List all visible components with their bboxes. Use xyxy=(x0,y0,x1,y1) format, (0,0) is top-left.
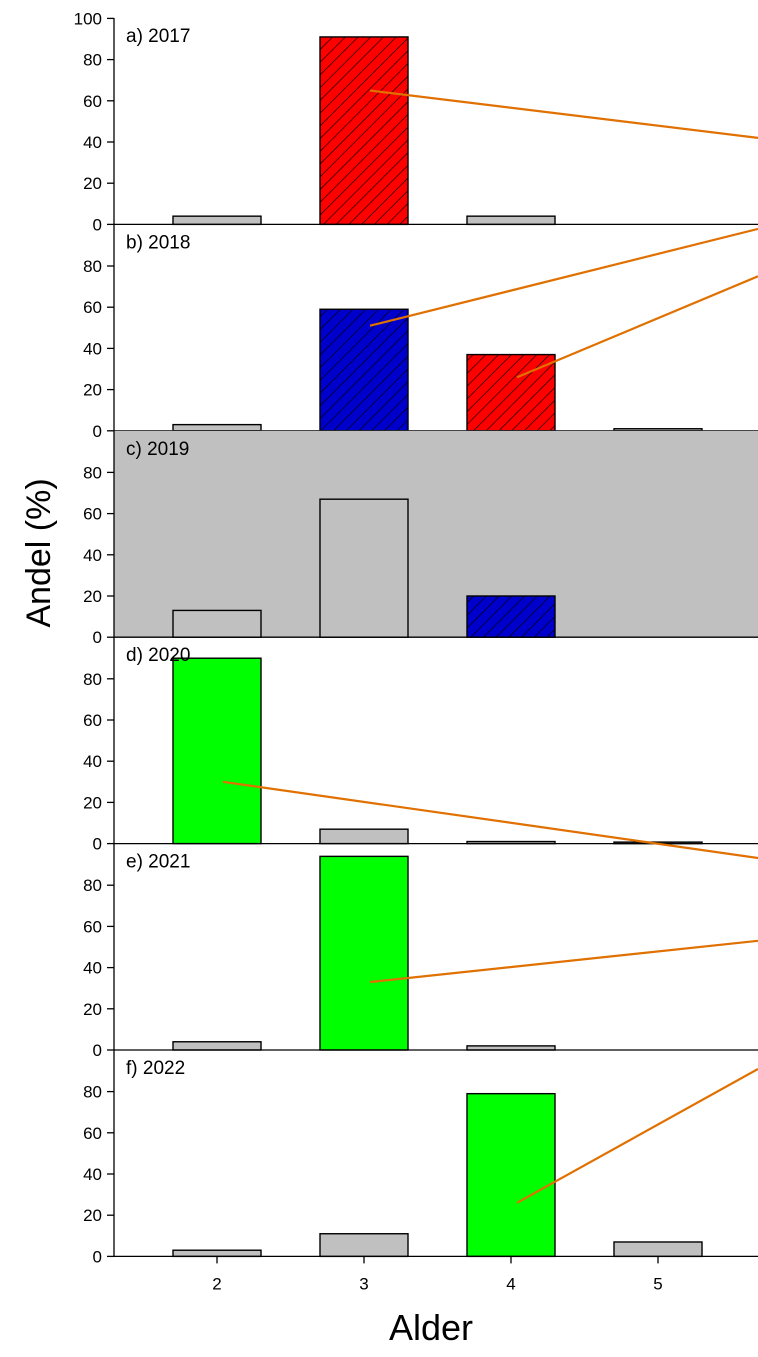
y-tick-label: 20 xyxy=(83,381,102,400)
y-tick-label: 80 xyxy=(83,876,102,895)
y-axis-title: Andel (%) xyxy=(20,478,58,627)
panel-4: d) 2020 0 20 40 60 80 xyxy=(83,645,758,854)
panel-6: f) 2022 0 20 40 60 80 xyxy=(83,1058,758,1266)
bar-age-2 xyxy=(173,1041,261,1050)
panel-label: b) 2018 xyxy=(126,232,190,253)
x-axis-title: Alder xyxy=(389,1307,473,1348)
y-tick-label: 0 xyxy=(93,215,102,234)
connector-line-6 xyxy=(516,1067,758,1204)
y-tick-label: 80 xyxy=(83,1083,102,1102)
bar-age-4 xyxy=(467,1045,555,1050)
y-tick-label: 20 xyxy=(83,174,102,193)
panel-label: c) 2019 xyxy=(126,439,189,460)
bar-age-2 xyxy=(173,658,261,844)
bar-age-3 xyxy=(320,499,408,638)
bar-age-5 xyxy=(614,428,702,431)
y-tick-label: 0 xyxy=(93,835,102,854)
connector-line-2 xyxy=(369,227,758,327)
y-tick-label: 60 xyxy=(83,1124,102,1143)
y-tick-label: 80 xyxy=(83,463,102,482)
x-tick-label: 3 xyxy=(359,1274,368,1293)
bar-age-2 xyxy=(173,1250,261,1257)
bar-age-2 xyxy=(173,216,261,225)
y-tick-label: 0 xyxy=(93,628,102,647)
panel-label: f) 2022 xyxy=(126,1058,185,1079)
y-tick-label: 40 xyxy=(83,546,102,565)
y-tick-label: 20 xyxy=(83,587,102,606)
y-tick-label: 0 xyxy=(93,1041,102,1060)
connector-line-5 xyxy=(369,939,758,984)
y-tick-label: 60 xyxy=(83,505,102,524)
panel-1: a) 2017 0 20 40 60 80 100 xyxy=(74,9,758,234)
y-tick-label: 40 xyxy=(83,1165,102,1184)
bar-age-2 xyxy=(173,424,261,431)
connector-line-3 xyxy=(516,275,758,379)
panel-label: a) 2017 xyxy=(126,26,190,47)
bar-age-2 xyxy=(173,610,261,638)
y-tick-label: 60 xyxy=(83,92,102,111)
y-tick-label: 40 xyxy=(83,959,102,978)
y-tick-label: 20 xyxy=(83,1000,102,1019)
bar-age-3 xyxy=(320,1233,408,1257)
panel-5: e) 2021 0 20 40 60 80 xyxy=(83,852,758,1060)
bar-age-3 xyxy=(320,829,408,844)
bar-age-4 xyxy=(467,841,555,844)
y-tick-label: 80 xyxy=(83,257,102,276)
y-tick-label: 0 xyxy=(93,422,102,441)
panel-label: e) 2021 xyxy=(126,852,190,873)
bar-age-4 xyxy=(467,1093,555,1257)
bar-age-4 xyxy=(467,216,555,225)
y-tick-label: 100 xyxy=(74,9,102,28)
y-tick-label: 20 xyxy=(83,1206,102,1225)
y-tick-label: 0 xyxy=(93,1247,102,1266)
panel-2: b) 2018 0 20 40 60 80 xyxy=(83,232,758,441)
y-tick-label: 80 xyxy=(83,51,102,70)
x-tick-label: 2 xyxy=(212,1274,221,1293)
y-tick-label: 20 xyxy=(83,793,102,812)
bar-hatch-age-4 xyxy=(467,596,555,638)
y-tick-label: 60 xyxy=(83,917,102,936)
x-tick-label: 5 xyxy=(653,1274,662,1293)
bar-age-3 xyxy=(320,856,408,1050)
panel-background xyxy=(114,430,758,638)
y-tick-label: 40 xyxy=(83,752,102,771)
y-tick-label: 60 xyxy=(83,711,102,730)
panel-3: c) 2019 0 20 40 60 80 xyxy=(83,430,758,647)
bar-hatch-age-3 xyxy=(320,36,408,225)
bar-hatch-age-3 xyxy=(320,309,408,431)
y-tick-label: 80 xyxy=(83,670,102,689)
connector-line-4 xyxy=(222,780,758,860)
bar-age-5 xyxy=(614,1241,702,1257)
connector-line-1 xyxy=(369,89,758,139)
y-tick-label: 40 xyxy=(83,133,102,152)
y-tick-label: 60 xyxy=(83,298,102,317)
y-tick-label: 40 xyxy=(83,339,102,358)
x-tick-label: 4 xyxy=(506,1274,515,1293)
panel-label: d) 2020 xyxy=(126,645,190,666)
